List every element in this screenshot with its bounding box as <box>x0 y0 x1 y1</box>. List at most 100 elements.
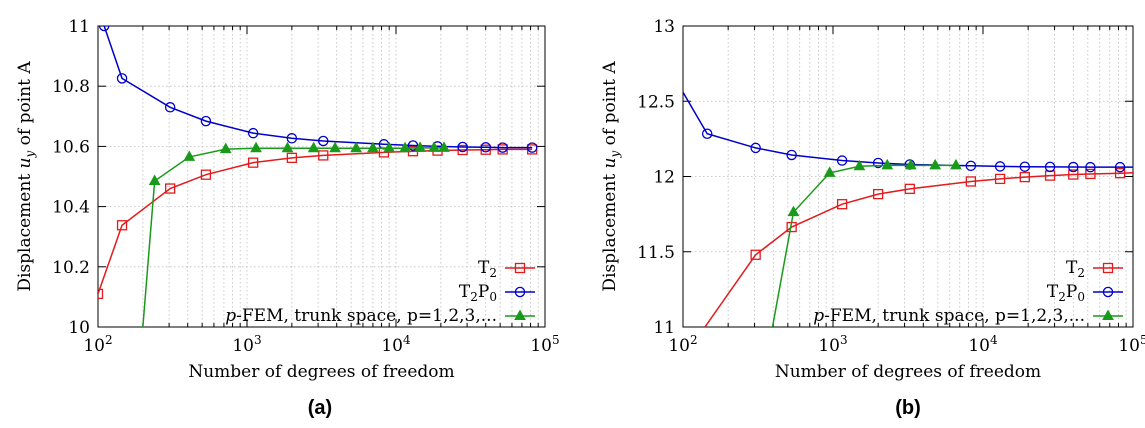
data-point <box>250 141 262 153</box>
data-point <box>116 73 128 84</box>
y-tick-label: 12.5 <box>637 92 675 112</box>
data-point <box>116 220 128 231</box>
grid <box>683 26 1133 327</box>
data-point <box>165 183 176 194</box>
data-point <box>823 166 836 177</box>
y-tick-label: 13 <box>653 17 675 37</box>
x-tick-label: 105 <box>1118 333 1145 356</box>
data-point <box>247 127 259 139</box>
series-line-1 <box>683 91 1133 168</box>
y-axis-ticks: 10 10.2 10.4 10.6 10.8 11 <box>52 17 545 338</box>
y-tick-label: 10.4 <box>52 198 90 218</box>
data-point <box>329 141 341 153</box>
x-tick-label: 105 <box>530 333 559 356</box>
data-point <box>200 115 212 127</box>
data-point <box>383 141 396 153</box>
series-line-0 <box>704 171 1133 327</box>
data-point <box>786 149 797 161</box>
y-axis-label: Displacement uy of point A <box>15 61 37 292</box>
y-tick-label: 10 <box>68 318 90 338</box>
x-tick-label: 104 <box>968 333 998 356</box>
data-point <box>1085 168 1096 180</box>
y-tick-label: 11 <box>68 17 90 37</box>
data-point <box>526 142 538 153</box>
x-tick-label: 102 <box>668 333 697 356</box>
data-point <box>873 188 884 200</box>
data-point <box>965 176 977 187</box>
y-tick-label: 12 <box>653 168 675 188</box>
data-point <box>248 157 259 168</box>
data-point <box>872 157 884 169</box>
panel-label: (a) <box>308 397 332 419</box>
y-axis-label: Displacement uy of point A <box>600 61 622 292</box>
data-point <box>428 141 440 152</box>
x-tick-label: 103 <box>232 333 261 356</box>
series-line-2 <box>771 164 956 327</box>
series-group <box>98 26 538 327</box>
data-point <box>457 144 468 156</box>
data-point <box>1068 169 1079 180</box>
data-point <box>1019 171 1030 183</box>
data-point <box>200 169 212 180</box>
data-point <box>350 141 362 153</box>
x-tick-label: 103 <box>818 333 847 356</box>
data-point <box>399 141 411 153</box>
x-tick-label: 102 <box>83 333 112 356</box>
x-tick-label: 104 <box>381 333 411 356</box>
data-point <box>965 160 977 172</box>
data-point <box>414 141 426 152</box>
legend-swatch-marker <box>1102 262 1114 274</box>
data-point <box>286 133 298 144</box>
data-point <box>750 142 761 154</box>
legend-label: T2 <box>1066 258 1085 280</box>
data-point <box>853 159 866 171</box>
series-group <box>683 91 1133 327</box>
data-point <box>1068 161 1079 173</box>
data-point <box>367 141 379 153</box>
data-point <box>929 158 942 170</box>
legend-label: T2 <box>478 258 497 280</box>
data-point <box>183 150 196 161</box>
data-point <box>497 142 508 153</box>
data-point <box>164 102 176 113</box>
data-point <box>1044 161 1056 173</box>
data-point <box>286 152 298 163</box>
x-axis-label: Number of degrees of freedom <box>188 362 454 382</box>
y-tick-label: 10.6 <box>52 137 90 157</box>
x-axis-ticks: 102 103 104 105 <box>83 26 560 356</box>
data-point <box>836 155 848 166</box>
y-axis-ticks: 11 11.5 12 12.5 13 <box>637 17 1133 338</box>
data-point <box>148 174 161 186</box>
data-point <box>701 128 713 140</box>
data-point <box>904 158 917 170</box>
y-tick-label: 11 <box>653 318 675 338</box>
data-point <box>994 173 1006 185</box>
data-point <box>950 158 962 170</box>
data-point <box>307 141 320 153</box>
data-point <box>1085 161 1096 173</box>
data-point <box>407 140 419 151</box>
data-point <box>438 141 450 152</box>
data-point <box>318 135 329 147</box>
data-point <box>480 142 491 153</box>
series-line-1 <box>103 26 533 149</box>
y-tick-label: 10.8 <box>52 77 90 97</box>
data-point <box>750 249 761 260</box>
legend-swatch-marker <box>514 286 526 298</box>
data-point <box>1019 161 1031 172</box>
chart-panel-b: 102 103 104 105 11 11.5 12 12.5 13 Number of degr… <box>600 17 1145 419</box>
data-point <box>318 150 329 161</box>
data-point <box>457 141 468 153</box>
data-point <box>281 141 294 153</box>
x-axis-label: Number of degrees of freedom <box>775 362 1041 382</box>
legend-label: p-FEM, trunk space, p=1,2,3,... <box>225 306 497 326</box>
chart-panel-a: 102 103 104 105 10 10.2 10.4 10.6 10.8 11 Number o… <box>15 17 560 419</box>
legend-swatch-marker <box>1102 309 1114 320</box>
legend-label: p-FEM, trunk space, p=1,2,3,... <box>813 306 1085 326</box>
y-tick-label: 10.2 <box>52 258 90 278</box>
data-point <box>1114 168 1126 179</box>
legend-label: T2P0 <box>1047 282 1085 304</box>
y-tick-label: 11.5 <box>637 243 675 263</box>
